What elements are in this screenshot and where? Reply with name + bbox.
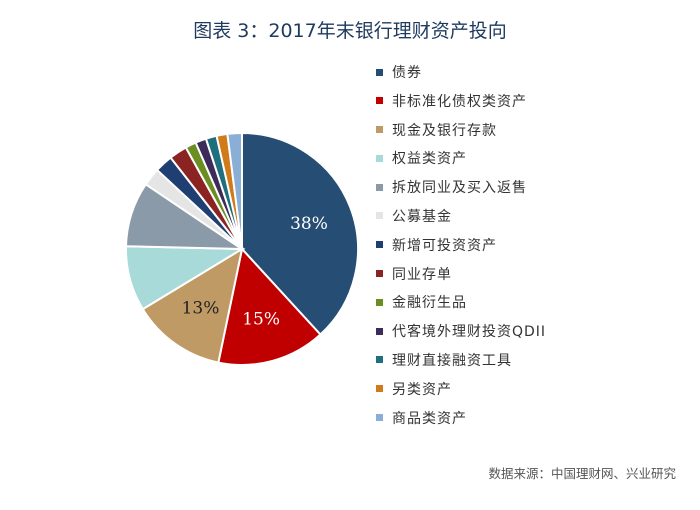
legend-swatch [376, 356, 383, 364]
source-note: 数据来源：中国理财网、兴业研究 [488, 466, 676, 481]
legend-label: 现金及银行存款 [392, 122, 497, 139]
legend-item-4: 权益类资产 [376, 145, 546, 174]
legend-label: 商品类资产 [392, 410, 467, 427]
legend-item-11: 理财直接融资工具 [376, 347, 546, 376]
legend-label: 非标准化债权类资产 [392, 93, 527, 110]
legend-label: 代客境外理财投资QDII [392, 324, 547, 341]
pie-slice-1 [241, 131, 360, 336]
legend-label: 理财直接融资工具 [392, 352, 512, 369]
legend-swatch [376, 212, 383, 220]
legend: 债券非标准化债权类资产 现金及银行存款 权益类资产拆放同业及买入返售 公募基金新增可投… [376, 59, 546, 433]
legend-swatch [376, 68, 383, 76]
legend-swatch [376, 241, 383, 249]
legend-swatch [376, 414, 383, 422]
legend-label: 公募基金 [392, 208, 452, 225]
legend-label: 债券 [392, 65, 422, 81]
legend-label: 金融衍生品 [392, 295, 467, 312]
legend-swatch [376, 97, 383, 105]
legend-swatch [376, 183, 383, 191]
legend-item-3: 现金及银行存款 [376, 117, 546, 146]
legend-item-1: 债券 [376, 59, 546, 88]
legend-item-13: 商品类资产 [376, 405, 546, 434]
slice-label-2: 15% [242, 309, 280, 329]
legend-label: 另类资产 [392, 381, 452, 398]
legend-label: 新增可投资资产 [392, 237, 497, 254]
legend-swatch [376, 385, 383, 393]
pie-slice-3 [141, 246, 244, 364]
legend-label: 拆放同业及买入返售 [392, 180, 527, 197]
legend-item-6: 公募基金 [376, 203, 546, 232]
slice-label-3: 13% [182, 299, 220, 319]
legend-swatch [376, 270, 383, 278]
legend-swatch [376, 298, 383, 306]
legend-item-12: 另类资产 [376, 376, 546, 405]
pie-slice-2 [217, 246, 322, 366]
legend-item-5: 拆放同业及买入返售 [376, 174, 546, 203]
legend-item-9: 金融衍生品 [376, 289, 546, 318]
legend-label: 权益类资产 [392, 151, 467, 168]
legend-item-2: 非标准化债权类资产 [376, 88, 546, 117]
legend-swatch [376, 327, 383, 335]
chart-title: 图表 3：2017年末银行理财资产投向 [193, 20, 507, 42]
legend-item-10: 代客境外理财投资QDII [376, 318, 546, 347]
legend-item-7: 新增可投资资产 [376, 232, 546, 261]
legend-label: 同业存单 [392, 266, 452, 283]
legend-swatch [376, 154, 383, 162]
legend-swatch [376, 126, 383, 134]
legend-item-8: 同业存单 [376, 261, 546, 290]
slice-label-1: 38% [290, 214, 328, 234]
pie-slice-13 [226, 131, 243, 250]
